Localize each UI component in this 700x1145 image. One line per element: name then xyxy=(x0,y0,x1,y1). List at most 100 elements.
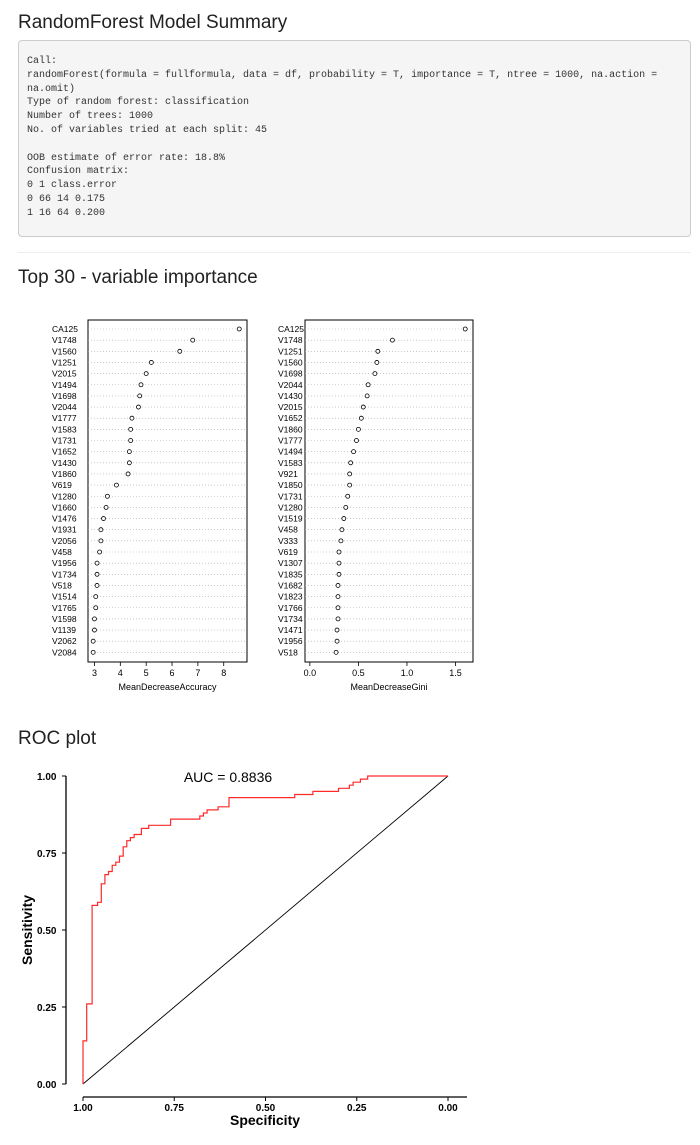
x-axis-label: Specificity xyxy=(230,1112,300,1128)
data-point xyxy=(336,571,342,577)
category-label: V2044 xyxy=(52,402,77,412)
data-point xyxy=(103,504,109,510)
data-point xyxy=(356,426,361,432)
data-point xyxy=(335,616,341,622)
category-label: V1956 xyxy=(278,636,303,646)
y-tick-label: 0.50 xyxy=(37,926,57,937)
y-tick-label: 0.75 xyxy=(37,849,57,860)
category-label: V2062 xyxy=(52,636,77,646)
data-point xyxy=(93,594,99,600)
category-label: V1560 xyxy=(278,357,303,367)
data-point xyxy=(339,527,345,533)
data-point xyxy=(335,583,341,588)
data-point xyxy=(365,382,371,388)
x-tick-label: 5 xyxy=(144,668,149,678)
data-point xyxy=(358,415,364,421)
model-summary-output: Call: randomForest(formula = fullformula… xyxy=(18,40,691,237)
data-point xyxy=(136,404,141,410)
data-point xyxy=(114,482,119,488)
importance-title: Top 30 - variable importance xyxy=(18,267,258,288)
category-label: V921 xyxy=(278,469,298,479)
category-label: V1931 xyxy=(52,525,77,535)
category-label: V458 xyxy=(278,525,298,535)
data-point xyxy=(333,649,339,655)
category-label: V1251 xyxy=(52,357,77,367)
data-point xyxy=(90,649,96,655)
category-label: V1766 xyxy=(278,603,303,613)
category-label: V1777 xyxy=(52,413,77,423)
roc-plot: 0.00 0.25 0.50 0.75 1.00 1.00 0.75 0.50 0.25 0.00… xyxy=(19,769,467,1128)
data-point xyxy=(375,348,381,354)
category-label: V1748 xyxy=(52,335,77,345)
data-point xyxy=(143,371,149,376)
category-label: V2015 xyxy=(278,402,303,412)
x-tick-label: 0.25 xyxy=(347,1103,367,1114)
category-label: V1777 xyxy=(278,436,303,446)
x-tick-label: 3 xyxy=(92,668,97,678)
x-tick-label: 0.75 xyxy=(165,1103,185,1114)
category-label: V1731 xyxy=(52,436,77,446)
data-point xyxy=(129,415,135,421)
data-point xyxy=(138,382,144,388)
y-axis-label: Sensitivity xyxy=(19,895,35,965)
category-label: V1494 xyxy=(52,380,77,390)
data-point xyxy=(348,460,354,466)
category-label: V518 xyxy=(52,580,72,590)
data-point xyxy=(104,493,110,499)
category-label: V1850 xyxy=(278,480,303,490)
category-label: V518 xyxy=(278,647,298,657)
reference-diagonal xyxy=(82,775,449,1085)
data-point xyxy=(336,560,342,566)
data-point xyxy=(335,594,341,600)
data-point xyxy=(338,538,344,544)
category-label: V1519 xyxy=(278,514,303,524)
data-point xyxy=(462,326,468,332)
category-label: V2044 xyxy=(278,380,303,390)
x-tick-label: 8 xyxy=(221,668,226,678)
category-label: V1652 xyxy=(52,447,77,457)
data-point xyxy=(94,560,100,566)
plot-frame-gini xyxy=(304,319,474,663)
category-label: V1731 xyxy=(278,491,303,501)
category-label: V1956 xyxy=(52,558,77,568)
category-label: V1280 xyxy=(52,491,77,501)
x-axis-label: MeanDecreaseGini xyxy=(350,682,427,692)
data-point xyxy=(334,638,340,644)
data-point xyxy=(354,438,359,443)
category-label: V1430 xyxy=(52,458,77,468)
category-label: V1748 xyxy=(278,335,303,345)
category-label: V1823 xyxy=(278,592,303,602)
data-point xyxy=(190,337,196,343)
data-point xyxy=(364,393,370,399)
data-point xyxy=(101,516,106,521)
data-point xyxy=(347,471,353,477)
data-point xyxy=(94,571,100,577)
data-point xyxy=(126,449,132,455)
roc-chart: 0.00 0.25 0.50 0.75 1.00 1.00 0.75 0.50 0.25 0.00… xyxy=(19,769,467,1128)
x-tick-label: 0.00 xyxy=(438,1103,458,1114)
category-label: V1652 xyxy=(278,413,303,423)
category-label: V2084 xyxy=(52,647,77,657)
category-label: V2015 xyxy=(52,369,77,379)
category-label: V1494 xyxy=(278,447,303,457)
category-label: V2056 xyxy=(52,536,77,546)
category-label: V1698 xyxy=(52,391,77,401)
category-label: V1139 xyxy=(52,625,76,635)
data-point xyxy=(341,516,347,521)
x-tick-label: 0.0 xyxy=(304,668,317,678)
category-label: V1583 xyxy=(278,458,303,468)
data-point xyxy=(345,493,351,499)
data-point xyxy=(343,504,349,510)
data-point xyxy=(334,627,340,633)
data-point xyxy=(374,360,380,365)
category-label: V1583 xyxy=(52,424,77,434)
category-label: CA125 xyxy=(52,324,78,334)
data-point xyxy=(137,393,143,399)
category-label: V619 xyxy=(278,547,298,557)
x-tick-label: 0.5 xyxy=(352,668,365,678)
category-label: V1734 xyxy=(278,614,303,624)
category-label: V1860 xyxy=(52,469,77,479)
x-axis-label: MeanDecreaseAccuracy xyxy=(118,682,217,692)
